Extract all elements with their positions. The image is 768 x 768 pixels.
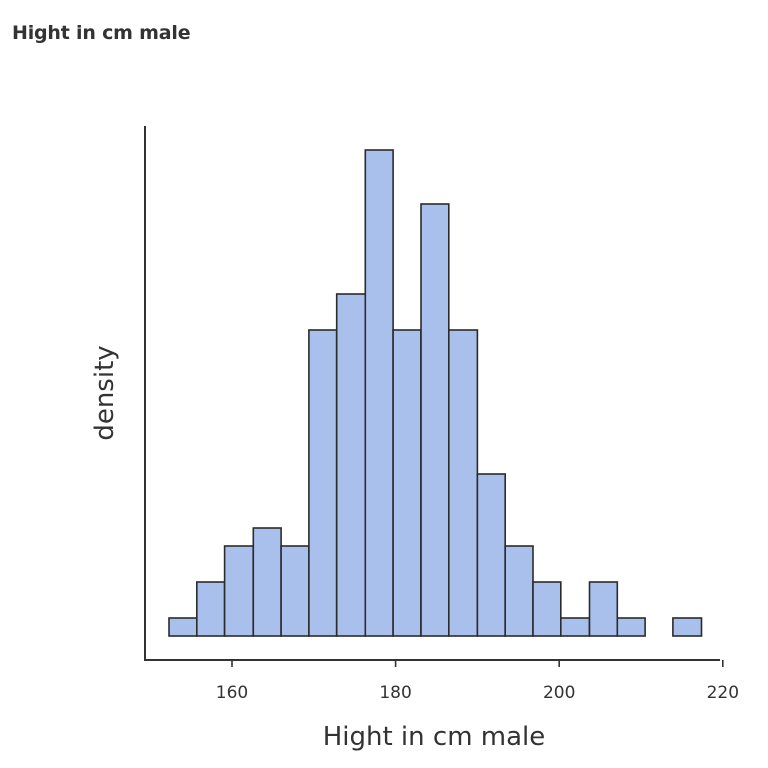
histogram-bar-15 <box>588 581 619 637</box>
x-tick-label-180: 180 <box>379 683 411 703</box>
y-axis-title: density <box>90 345 120 440</box>
histogram-bar-1 <box>196 581 226 637</box>
histogram-bar-8 <box>392 329 422 637</box>
histogram-bars <box>168 149 703 637</box>
histogram-bar-6 <box>335 293 367 637</box>
x-axis-ticks: 160 180 200 220 <box>216 660 739 703</box>
histogram-bar-0 <box>168 617 198 637</box>
histogram-bar-13 <box>532 581 562 637</box>
histogram-bar-4 <box>280 545 310 637</box>
histogram-bar-11 <box>476 473 506 637</box>
histogram-bar-7 <box>364 149 394 637</box>
x-tick-label-200: 200 <box>543 683 575 703</box>
histogram-bar-18 <box>672 617 703 637</box>
histogram-bar-2 <box>223 545 255 637</box>
histogram-bar-5 <box>308 329 338 637</box>
x-tick-label-220: 220 <box>707 683 739 703</box>
page-title: Hight in cm male <box>12 22 191 44</box>
x-tick-label-160: 160 <box>216 683 248 703</box>
histogram-bar-12 <box>504 545 534 637</box>
histogram-bar-10 <box>447 329 479 637</box>
histogram-bar-16 <box>616 617 646 637</box>
histogram-bar-9 <box>420 203 450 637</box>
histogram-bar-14 <box>559 617 591 637</box>
histogram-bar-3 <box>252 527 282 637</box>
x-axis-title: Hight in cm male <box>323 722 546 752</box>
